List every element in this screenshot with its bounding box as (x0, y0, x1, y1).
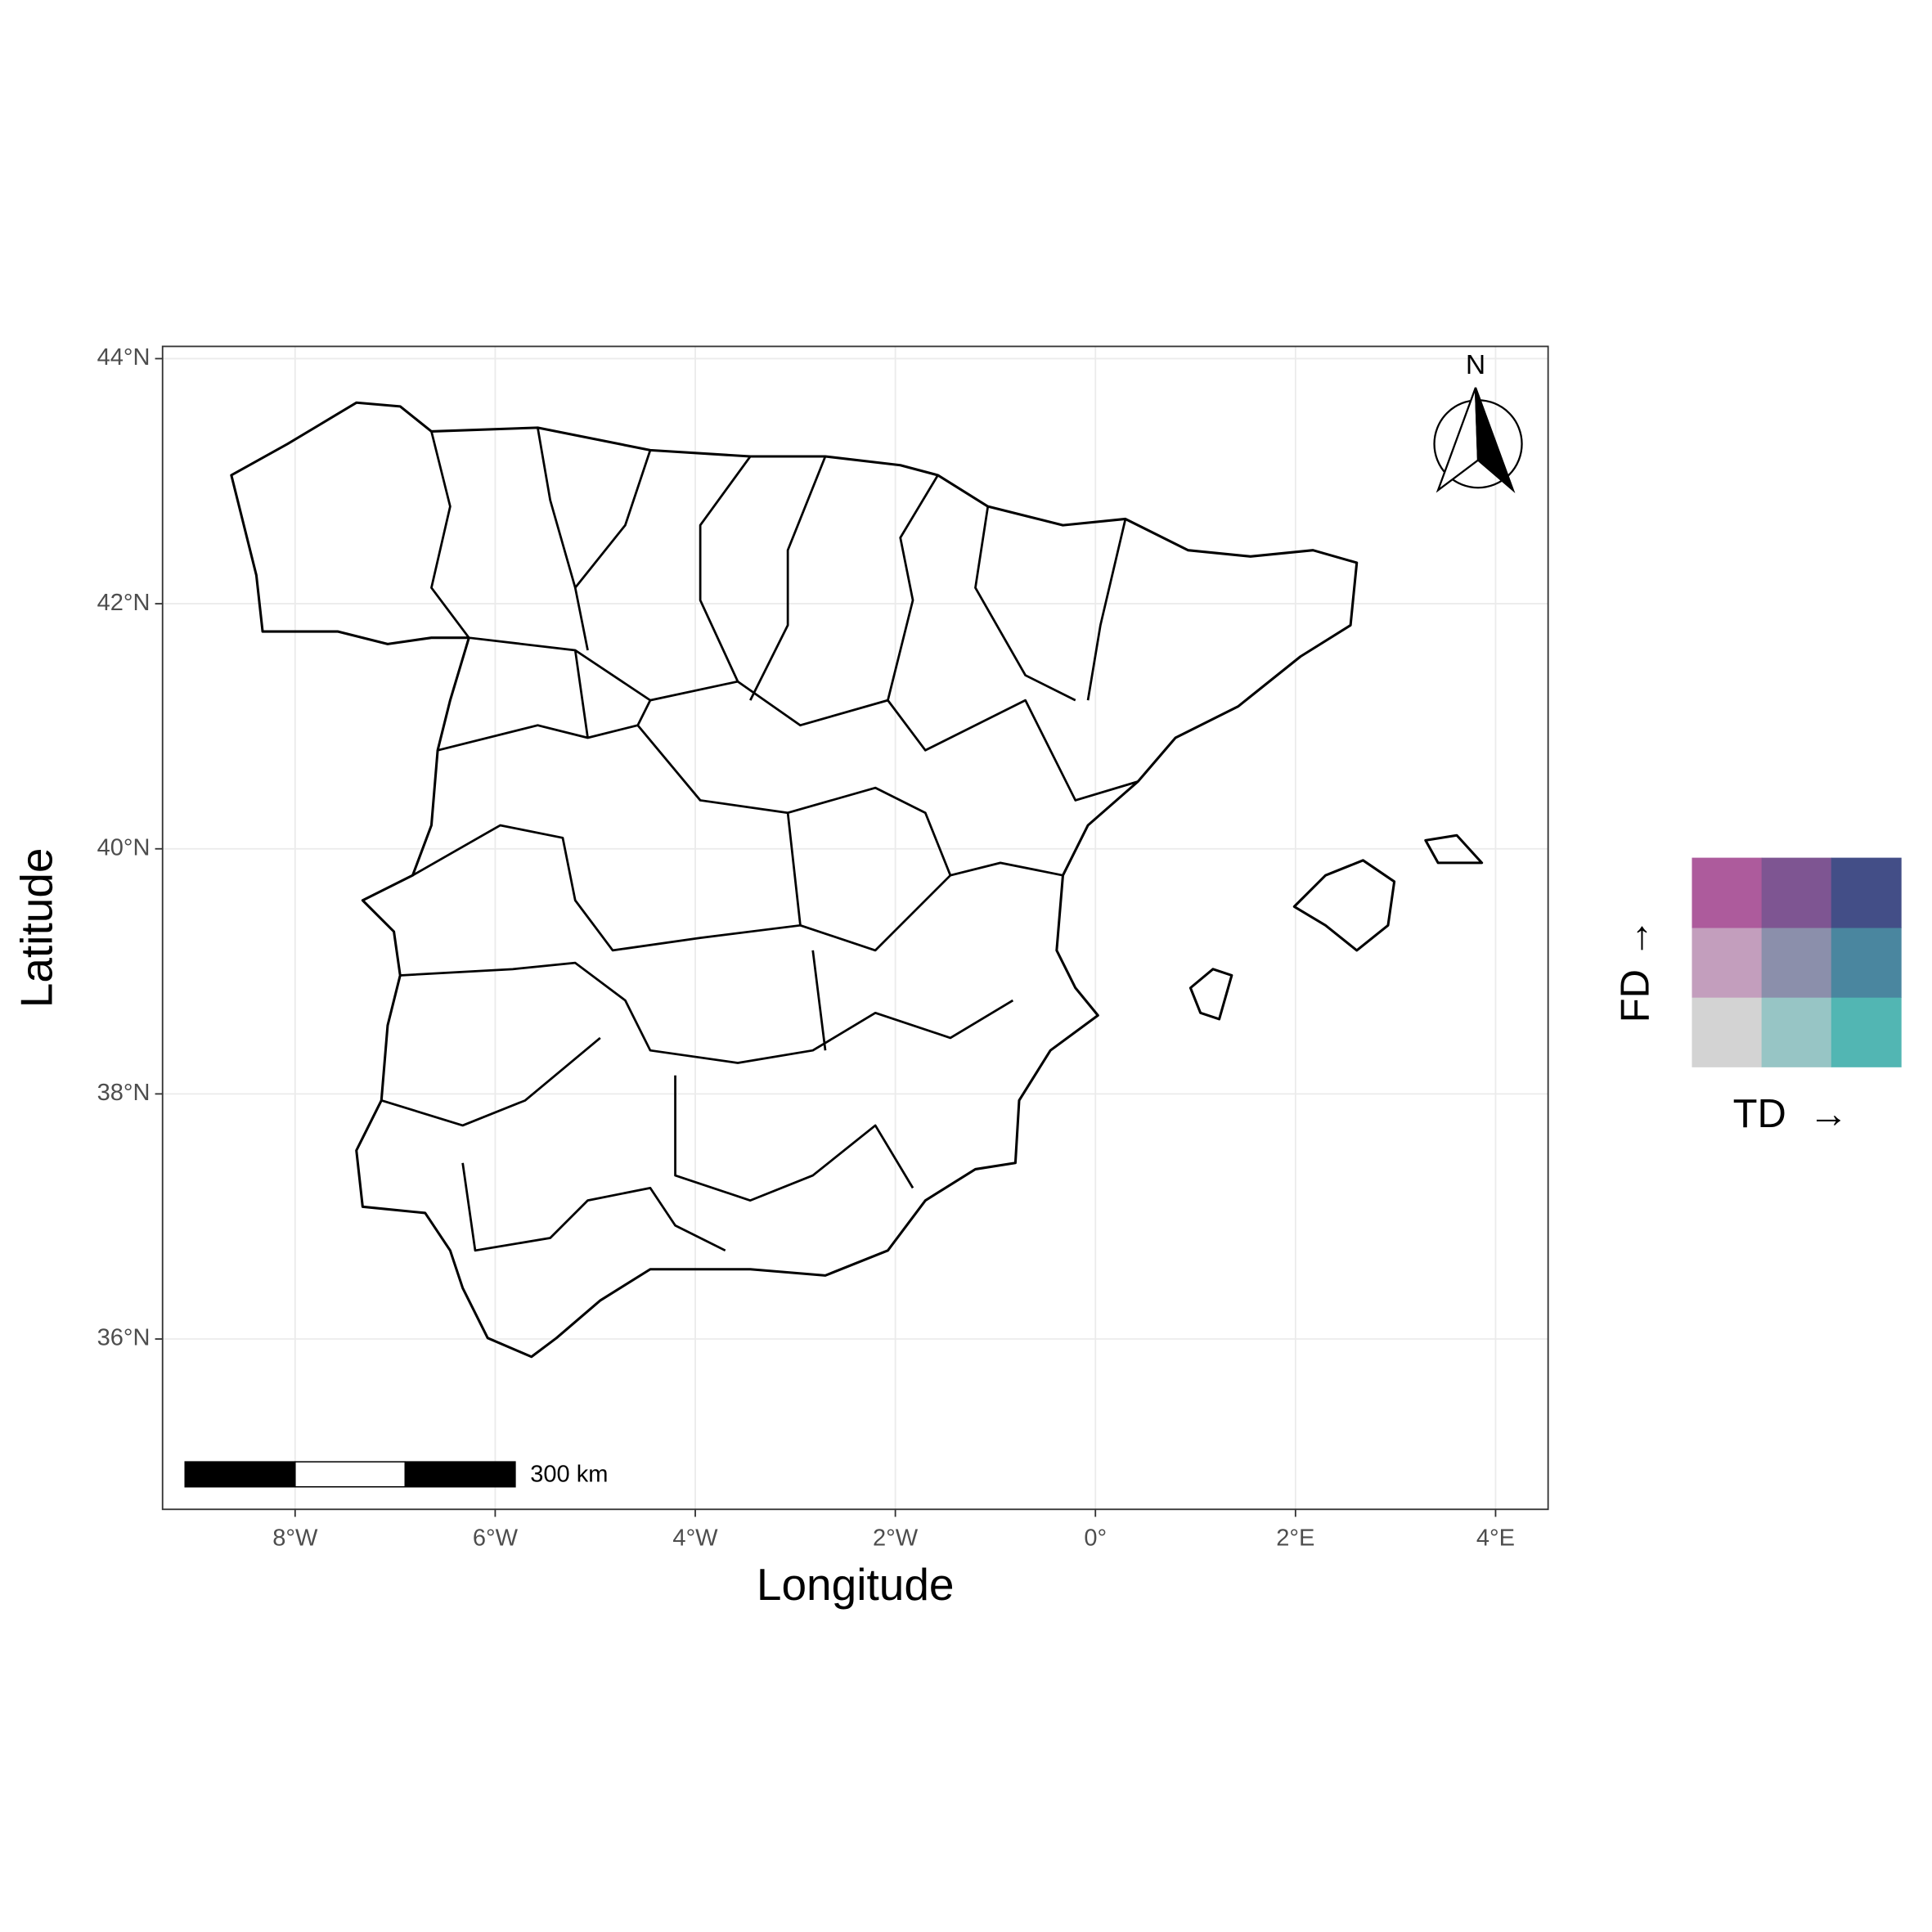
region-borders (380, 427, 1139, 1252)
menorca (1424, 833, 1484, 865)
x-tick-label: 4°E (1476, 1525, 1515, 1552)
legend-cell (1761, 927, 1832, 998)
ibiza (1188, 968, 1233, 1021)
y-tick-label: 44°N (97, 344, 151, 371)
legend-cell (1831, 996, 1902, 1067)
legend-cell (1831, 927, 1902, 998)
mallorca (1292, 859, 1396, 952)
y-tick-label: 40°N (97, 834, 151, 860)
north-arrow: N (1433, 350, 1523, 494)
x-axis-title: Longitude (757, 1559, 955, 1610)
x-tick-label: 4°W (672, 1525, 718, 1552)
scale-bar: 300 km (184, 1461, 608, 1488)
legend-cell (1831, 857, 1902, 928)
legend-x-label: TD → (1733, 1092, 1849, 1136)
y-axis-title: Latitude (11, 847, 61, 1008)
y-tick-label: 36°N (97, 1325, 151, 1351)
legend: FD → TD → (1614, 857, 1902, 1136)
y-tick-label: 42°N (97, 590, 151, 616)
panel-border (161, 345, 1549, 1511)
legend-cell (1761, 996, 1832, 1067)
x-tick-label: 2°E (1276, 1525, 1314, 1552)
legend-cell (1692, 927, 1763, 998)
spain (230, 401, 1484, 1359)
legend-cell (1761, 857, 1832, 928)
x-tick-label: 6°W (473, 1525, 519, 1552)
x-tick-label: 8°W (272, 1525, 318, 1552)
legend-cell (1692, 857, 1763, 928)
y-tick-label: 38°N (97, 1080, 151, 1106)
legend-cell (1692, 996, 1763, 1067)
scale-bar-label: 300 km (530, 1462, 608, 1488)
north-label: N (1466, 350, 1485, 380)
x-tick-label: 2°W (873, 1525, 919, 1552)
x-tick-label: 0° (1084, 1525, 1107, 1552)
graticule (162, 346, 1548, 1510)
legend-y-label: FD → (1614, 919, 1658, 1023)
peninsula (230, 401, 1359, 1359)
